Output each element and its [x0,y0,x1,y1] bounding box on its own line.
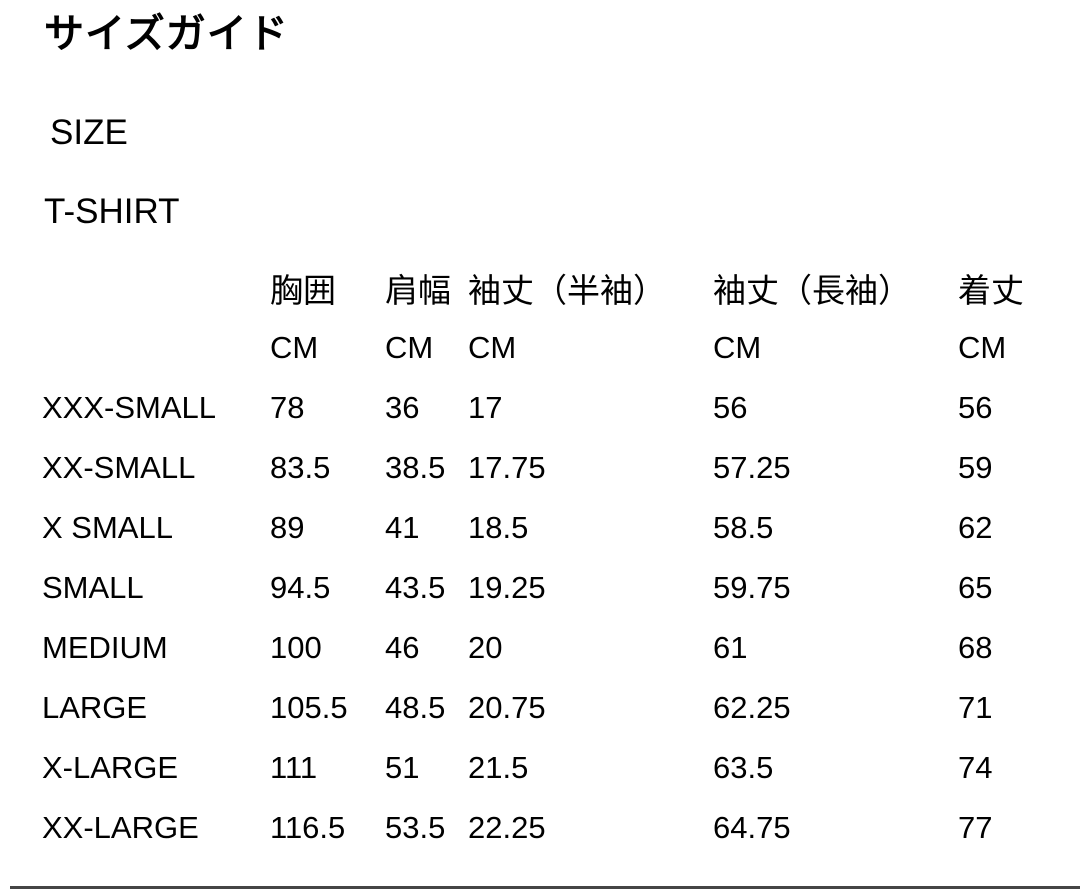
shoulder-value: 38.5 [385,450,446,485]
size-name: XX-LARGE [42,810,199,845]
size-name: X SMALL [42,510,173,545]
table-row-medium: MEDIUM 100 46 20 61 68 [42,618,1078,678]
unit-sleeve-short: CM [468,330,517,365]
size-section-label: SIZE [50,113,128,152]
unit-shoulder: CM [385,330,434,365]
table-header-units: CM CM CM CM CM [42,318,1078,378]
body-length-value: 68 [958,630,993,665]
size-name: XXX-SMALL [42,390,217,425]
body-length-value: 74 [958,750,993,785]
sleeve-short-value: 20 [468,630,503,665]
product-type-label: T-SHIRT [44,192,180,231]
unit-chest: CM [270,330,319,365]
chest-value: 116.5 [270,810,346,845]
sleeve-long-value: 62.25 [713,690,791,725]
sleeve-short-value: 22.25 [468,810,546,845]
sleeve-short-value: 21.5 [468,750,529,785]
table-row-xxx-small: XXX-SMALL 78 36 17 56 56 [42,378,1078,438]
size-name: XX-SMALL [42,450,196,485]
sleeve-short-value: 17.75 [468,450,546,485]
sleeve-long-value: 59.75 [713,570,791,605]
body-length-value: 77 [958,810,993,845]
chest-value: 111 [270,750,318,785]
size-name: MEDIUM [42,630,168,665]
shoulder-value: 48.5 [385,690,446,725]
body-length-value: 62 [958,510,993,545]
sleeve-short-value: 18.5 [468,510,529,545]
shoulder-value: 46 [385,630,420,665]
sleeve-short-value: 20.75 [468,690,546,725]
header-size-blank [42,258,270,318]
body-length-value: 71 [958,690,993,725]
shoulder-value: 53.5 [385,810,446,845]
header-chest: 胸囲 [270,272,336,309]
header-body-length: 着丈 [958,272,1024,309]
sleeve-long-value: 61 [713,630,748,665]
size-guide-table: 胸囲 肩幅 袖丈（半袖） 袖丈（長袖） 着丈 CM CM CM CM CM XX… [42,258,1078,858]
table-header-measurements: 胸囲 肩幅 袖丈（半袖） 袖丈（長袖） 着丈 [42,258,1078,318]
chest-value: 78 [270,390,305,425]
body-length-value: 65 [958,570,993,605]
sleeve-long-value: 58.5 [713,510,774,545]
size-name: LARGE [42,690,148,725]
sleeve-long-value: 64.75 [713,810,791,845]
sleeve-long-value: 57.25 [713,450,791,485]
header-sleeve-short: 袖丈（半袖） [468,272,666,309]
unit-blank [42,318,270,378]
chest-value: 100 [270,630,322,665]
header-sleeve-long: 袖丈（長袖） [713,272,911,309]
chest-value: 83.5 [270,450,331,485]
table-row-xx-large: XX-LARGE 116.5 53.5 22.25 64.75 77 [42,798,1078,858]
bottom-divider [10,886,1080,889]
shoulder-value: 43.5 [385,570,446,605]
size-name: X-LARGE [42,750,179,785]
page-title: サイズガイド [44,12,289,56]
chest-value: 94.5 [270,570,331,605]
table-row-large: LARGE 105.5 48.5 20.75 62.25 71 [42,678,1078,738]
chest-value: 89 [270,510,305,545]
shoulder-value: 41 [385,510,420,545]
unit-sleeve-long: CM [713,330,762,365]
shoulder-value: 36 [385,390,420,425]
table-row-xx-small: XX-SMALL 83.5 38.5 17.75 57.25 59 [42,438,1078,498]
sleeve-long-value: 63.5 [713,750,774,785]
unit-body-length: CM [958,330,1007,365]
chest-value: 105.5 [270,690,348,725]
body-length-value: 56 [958,390,993,425]
shoulder-value: 51 [385,750,420,785]
table-row-small: SMALL 94.5 43.5 19.25 59.75 65 [42,558,1078,618]
sleeve-short-value: 17 [468,390,503,425]
sleeve-short-value: 19.25 [468,570,546,605]
header-shoulder: 肩幅 [385,272,451,309]
table-row-x-small: X SMALL 89 41 18.5 58.5 62 [42,498,1078,558]
body-length-value: 59 [958,450,993,485]
table-row-x-large: X-LARGE 111 51 21.5 63.5 74 [42,738,1078,798]
size-name: SMALL [42,570,144,605]
sleeve-long-value: 56 [713,390,748,425]
